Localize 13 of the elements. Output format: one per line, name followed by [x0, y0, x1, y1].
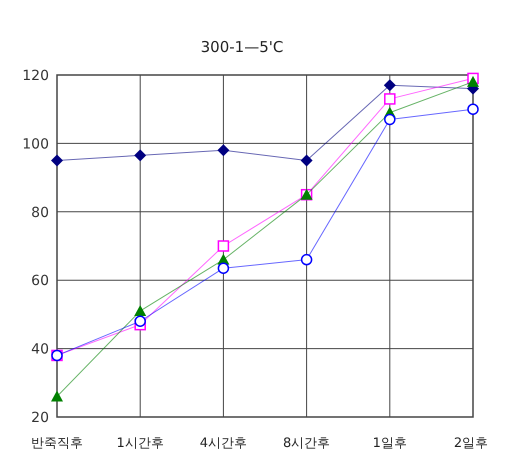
y-tick-label: 40: [31, 342, 49, 358]
x-tick-label: 8시간후: [282, 436, 330, 451]
x-tick-label: 1일후: [372, 436, 407, 451]
y-tick-label: 20: [31, 410, 49, 426]
y-tick-label: 60: [31, 273, 49, 290]
y-tick-label: 120: [22, 68, 49, 84]
x-tick-label: 반죽직후: [31, 436, 83, 451]
chart-title: 300-1—5'C: [200, 38, 284, 56]
x-tick-label: 4시간후: [200, 436, 248, 451]
x-tick-label: 2일후: [454, 436, 488, 451]
x-tick-label: 1시간후: [116, 436, 164, 451]
y-tick-label: 80: [31, 204, 49, 221]
y-tick-label: 100: [22, 136, 49, 152]
